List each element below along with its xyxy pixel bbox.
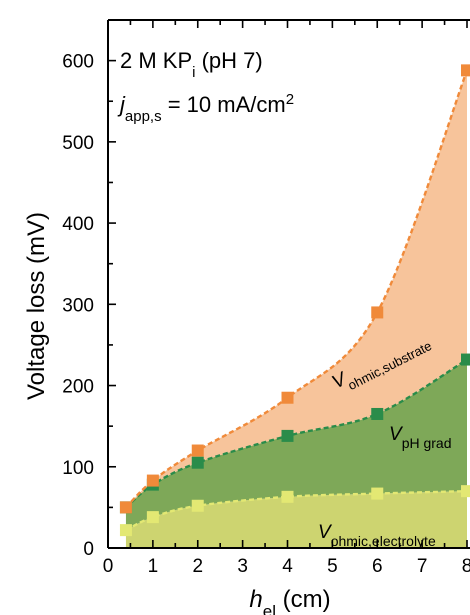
marker-ph_grad-5 <box>461 353 470 366</box>
x-tick-label: 5 <box>327 556 338 577</box>
marker-substrate-2 <box>191 444 204 457</box>
marker-electrolyte-0 <box>119 524 132 537</box>
marker-substrate-0 <box>119 501 132 514</box>
area-electrolyte <box>125 491 467 548</box>
marker-electrolyte-4 <box>371 487 384 500</box>
marker-electrolyte-3 <box>281 490 294 503</box>
x-tick-label: 1 <box>148 556 159 577</box>
axes <box>107 19 470 549</box>
region-label-ph-grad: VpH grad <box>389 424 452 451</box>
marker-electrolyte-5 <box>461 485 470 498</box>
marker-ph_grad-3 <box>281 429 294 442</box>
marker-electrolyte-2 <box>191 499 204 512</box>
y-tick-label: 0 <box>83 539 94 560</box>
marker-electrolyte-1 <box>146 511 159 524</box>
condition-annotation-line1: 2 M KPi (pH 7) <box>120 48 263 81</box>
y-tick-label: 500 <box>62 133 94 154</box>
x-tick-label: 4 <box>282 556 293 577</box>
region-label-electrolyte: Vohmic,electrolyte <box>318 522 436 549</box>
tick-labels: 0 1 2 3 4 5 6 7 8 0 100 200 300 400 500 600 <box>62 52 470 577</box>
y-tick-label: 600 <box>62 52 94 73</box>
x-tick-label: 6 <box>372 556 383 577</box>
y-tick-label: 100 <box>62 458 94 479</box>
series-markers <box>119 64 470 537</box>
area-substrate <box>125 70 467 508</box>
stacked-areas <box>125 70 467 548</box>
x-tick-label: 8 <box>462 556 470 577</box>
marker-ph_grad-2 <box>191 456 204 469</box>
x-axis-title: hel (cm) <box>249 586 330 615</box>
condition-annotation-line2: japp,s = 10 mA/cm2 <box>117 91 294 125</box>
x-tick-label: 0 <box>103 556 114 577</box>
marker-substrate-4 <box>371 306 384 319</box>
area-ph_grad <box>125 359 467 531</box>
marker-substrate-3 <box>281 391 294 404</box>
marker-substrate-1 <box>146 474 159 487</box>
x-tick-label: 2 <box>192 556 203 577</box>
y-tick-label: 200 <box>62 377 94 398</box>
y-axis-title: Voltage loss (mV) <box>23 212 50 400</box>
marker-substrate-5 <box>461 64 470 77</box>
marker-ph_grad-4 <box>371 407 384 420</box>
y-tick-label: 400 <box>62 214 94 235</box>
x-tick-label: 7 <box>417 556 428 577</box>
y-tick-label: 300 <box>62 295 94 316</box>
line-electrolyte <box>125 489 468 532</box>
x-tick-label: 3 <box>237 556 248 577</box>
